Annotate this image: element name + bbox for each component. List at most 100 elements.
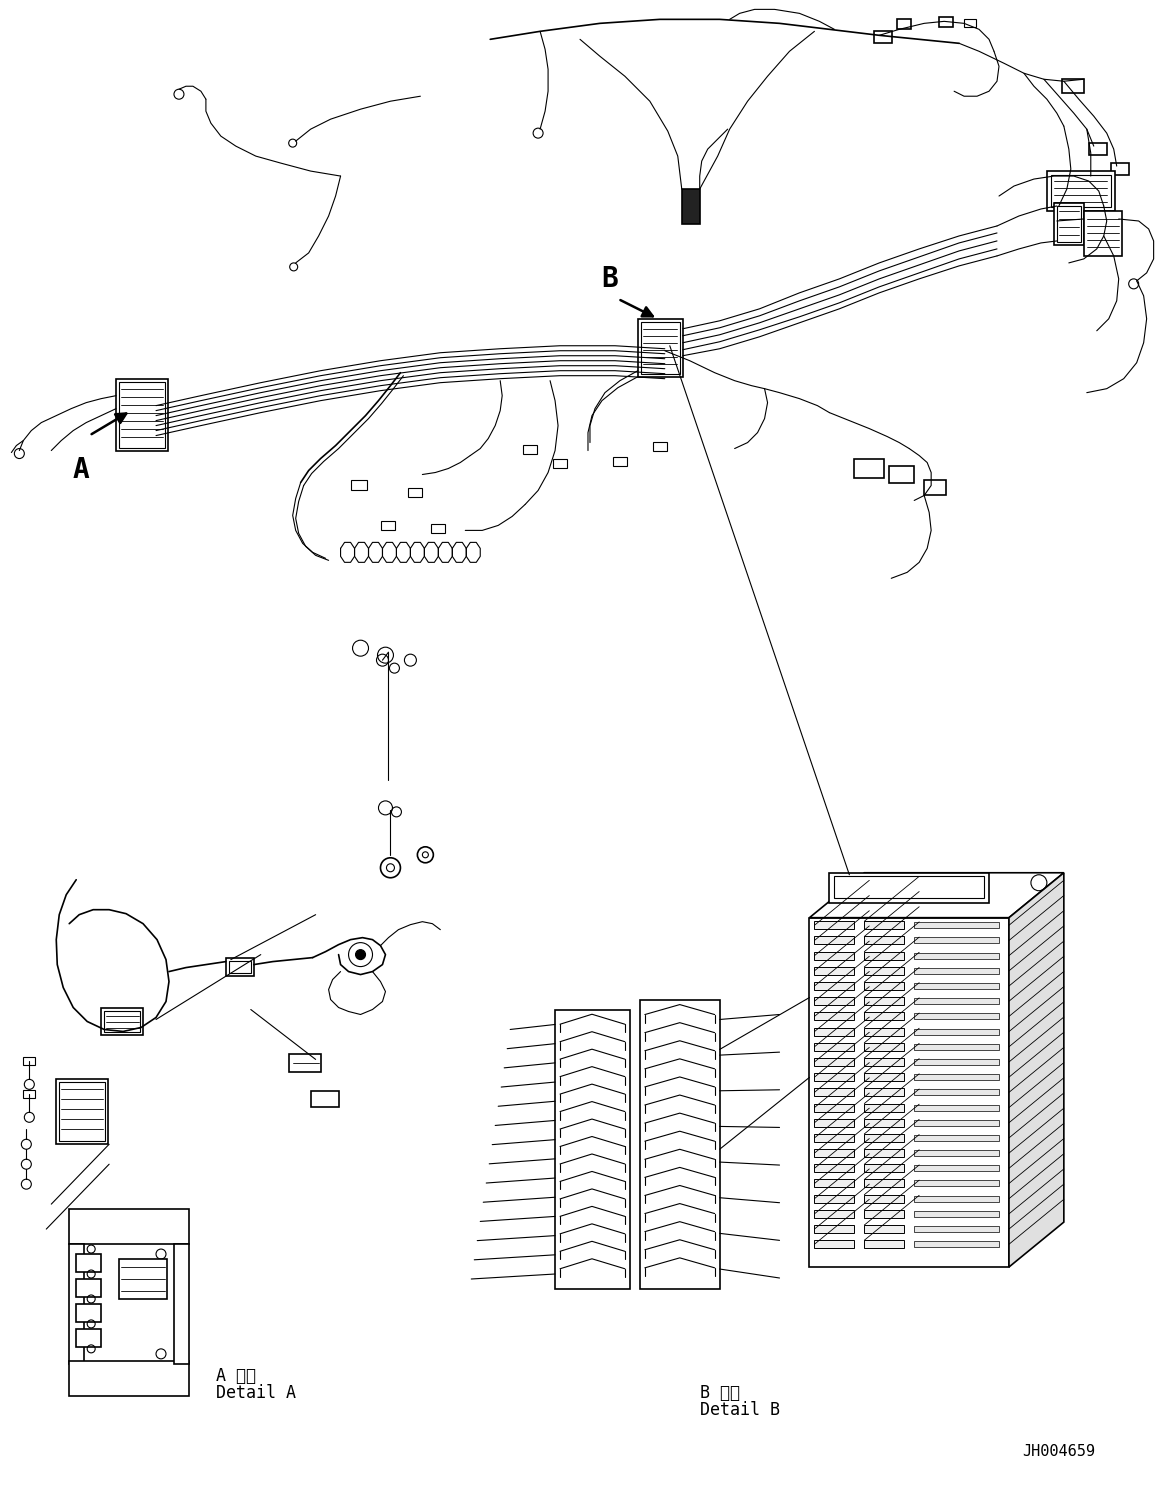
Bar bbox=[1062, 79, 1084, 94]
Bar bbox=[864, 1180, 904, 1187]
Bar bbox=[814, 1149, 855, 1158]
Bar bbox=[814, 1164, 855, 1173]
Bar bbox=[814, 936, 855, 945]
Bar bbox=[914, 937, 999, 943]
Bar bbox=[914, 1196, 999, 1202]
Bar bbox=[914, 1165, 999, 1171]
Bar bbox=[864, 1073, 904, 1082]
Bar bbox=[864, 936, 904, 945]
Text: Detail A: Detail A bbox=[216, 1384, 295, 1402]
Bar bbox=[408, 488, 422, 497]
Bar bbox=[814, 1028, 855, 1036]
Bar bbox=[641, 321, 679, 373]
Bar bbox=[814, 1104, 855, 1112]
Bar bbox=[814, 1073, 855, 1082]
Bar bbox=[864, 921, 904, 930]
Bar bbox=[814, 1088, 855, 1097]
Bar bbox=[814, 1012, 855, 1021]
Text: B: B bbox=[601, 265, 619, 293]
Bar bbox=[101, 1007, 143, 1036]
Bar bbox=[814, 1043, 855, 1051]
Bar bbox=[77, 1303, 101, 1321]
Text: B 詳細: B 詳細 bbox=[700, 1384, 740, 1402]
Bar bbox=[914, 1104, 999, 1110]
Bar bbox=[864, 1088, 904, 1097]
Bar bbox=[814, 967, 855, 975]
Bar bbox=[814, 1240, 855, 1248]
Bar bbox=[70, 1210, 188, 1244]
Bar bbox=[23, 1058, 35, 1065]
Bar bbox=[864, 952, 904, 960]
Bar bbox=[864, 1028, 904, 1036]
Bar bbox=[23, 1091, 35, 1098]
Bar bbox=[814, 952, 855, 960]
Bar bbox=[914, 1180, 999, 1186]
Bar bbox=[864, 1104, 904, 1112]
Bar bbox=[809, 918, 1009, 1266]
Bar bbox=[864, 1195, 904, 1202]
Bar bbox=[964, 19, 976, 27]
Bar bbox=[77, 1254, 101, 1272]
Bar bbox=[174, 1244, 188, 1364]
Bar bbox=[897, 19, 912, 30]
Polygon shape bbox=[809, 873, 1064, 918]
Bar bbox=[119, 1259, 167, 1299]
Bar bbox=[914, 967, 999, 973]
Bar bbox=[914, 1043, 999, 1049]
Bar bbox=[914, 1211, 999, 1217]
Bar bbox=[637, 318, 683, 376]
Bar bbox=[70, 1244, 84, 1364]
Bar bbox=[288, 1055, 321, 1073]
Bar bbox=[70, 1362, 188, 1396]
Bar bbox=[311, 1091, 338, 1107]
Bar bbox=[431, 524, 445, 533]
Bar bbox=[523, 445, 537, 454]
Bar bbox=[864, 1119, 904, 1126]
Bar bbox=[834, 876, 984, 897]
Bar bbox=[77, 1280, 101, 1298]
Bar bbox=[1111, 164, 1128, 176]
Bar bbox=[864, 1210, 904, 1217]
Bar bbox=[914, 1226, 999, 1232]
Bar bbox=[814, 982, 855, 990]
Bar bbox=[640, 1000, 720, 1289]
Bar bbox=[875, 31, 892, 43]
Bar bbox=[119, 382, 165, 448]
Bar bbox=[1084, 211, 1121, 256]
Bar bbox=[829, 873, 989, 903]
Bar bbox=[814, 1195, 855, 1202]
Bar bbox=[914, 1150, 999, 1156]
Bar bbox=[554, 458, 568, 467]
Bar bbox=[229, 961, 251, 973]
Bar bbox=[77, 1329, 101, 1347]
Bar bbox=[914, 998, 999, 1004]
Bar bbox=[1051, 176, 1111, 207]
Bar bbox=[914, 1135, 999, 1141]
Bar bbox=[56, 1079, 108, 1144]
Bar bbox=[890, 466, 914, 484]
Bar bbox=[1057, 205, 1080, 243]
Bar bbox=[914, 984, 999, 990]
Bar bbox=[914, 1013, 999, 1019]
Bar bbox=[940, 18, 954, 27]
Bar bbox=[59, 1082, 105, 1141]
Bar bbox=[864, 1164, 904, 1173]
Bar bbox=[914, 923, 999, 929]
Bar bbox=[864, 1240, 904, 1248]
Bar bbox=[555, 1009, 630, 1289]
Bar bbox=[864, 1058, 904, 1065]
Bar bbox=[914, 1059, 999, 1065]
Bar bbox=[226, 958, 254, 976]
Bar bbox=[855, 458, 884, 479]
Bar bbox=[105, 1010, 140, 1033]
Bar bbox=[1054, 202, 1084, 246]
Bar bbox=[914, 952, 999, 958]
Text: Detail B: Detail B bbox=[700, 1400, 779, 1418]
Bar bbox=[814, 1058, 855, 1065]
Bar bbox=[814, 1225, 855, 1234]
Bar bbox=[914, 1074, 999, 1080]
Text: A 詳細: A 詳細 bbox=[216, 1367, 256, 1385]
Bar bbox=[864, 982, 904, 990]
Bar bbox=[814, 1210, 855, 1217]
Bar bbox=[116, 378, 167, 451]
